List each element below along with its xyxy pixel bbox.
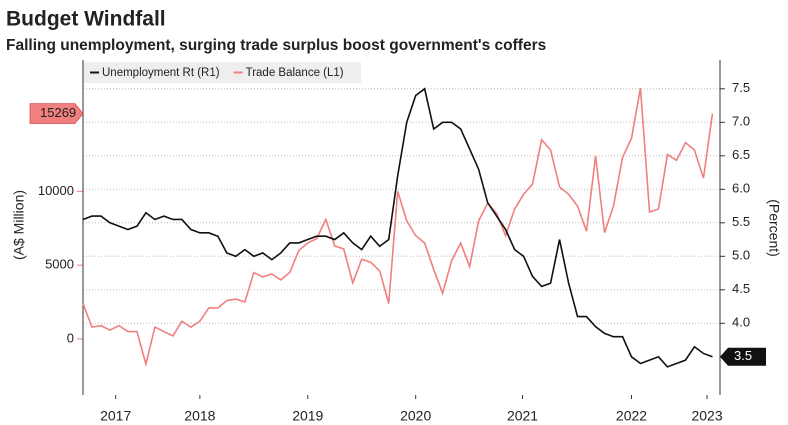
x-tick-label: 2021 bbox=[507, 408, 538, 424]
chart-title: Budget Windfall bbox=[6, 8, 166, 31]
series-line bbox=[82, 87, 713, 368]
x-tick-label: 2017 bbox=[100, 408, 131, 424]
x-tick-label: 2018 bbox=[184, 408, 215, 424]
y2-tick-label: 4.5 bbox=[732, 281, 750, 296]
y2-tick-label: 7.5 bbox=[732, 80, 750, 95]
x-tick-label: 2023 bbox=[691, 408, 722, 424]
y2-tick-label: 5.0 bbox=[732, 248, 750, 263]
y2-tick-label: 4.0 bbox=[732, 315, 750, 330]
y-tick-label: 5000 bbox=[45, 257, 74, 272]
legend-label: Trade Balance (L1) bbox=[246, 67, 344, 79]
x-tick-label: 2019 bbox=[292, 408, 323, 424]
y2-tick-label: 7.0 bbox=[732, 114, 750, 129]
last-value-label: 15269 bbox=[40, 105, 76, 120]
y-axis-label: (A$ Million) bbox=[11, 190, 27, 260]
series-line bbox=[82, 87, 714, 368]
legend-label: Unemployment Rt (R1) bbox=[102, 67, 220, 79]
y-tick-label: 0 bbox=[67, 330, 74, 345]
y2-axis-label: (Percent) bbox=[766, 199, 782, 257]
y2-tick-label: 6.0 bbox=[732, 181, 750, 196]
chart-subtitle: Falling unemployment, surging trade surp… bbox=[6, 37, 546, 54]
y2-tick-label: 5.5 bbox=[732, 214, 750, 229]
last-value-box bbox=[720, 347, 766, 366]
x-tick-label: 2020 bbox=[400, 408, 431, 424]
legend-background bbox=[83, 62, 361, 83]
last-value-box bbox=[29, 103, 84, 124]
y2-tick-label: 6.5 bbox=[732, 147, 750, 162]
y-tick-label: 10000 bbox=[38, 183, 74, 198]
x-tick-label: 2022 bbox=[616, 408, 647, 424]
last-value-label: 3.5 bbox=[734, 348, 752, 363]
